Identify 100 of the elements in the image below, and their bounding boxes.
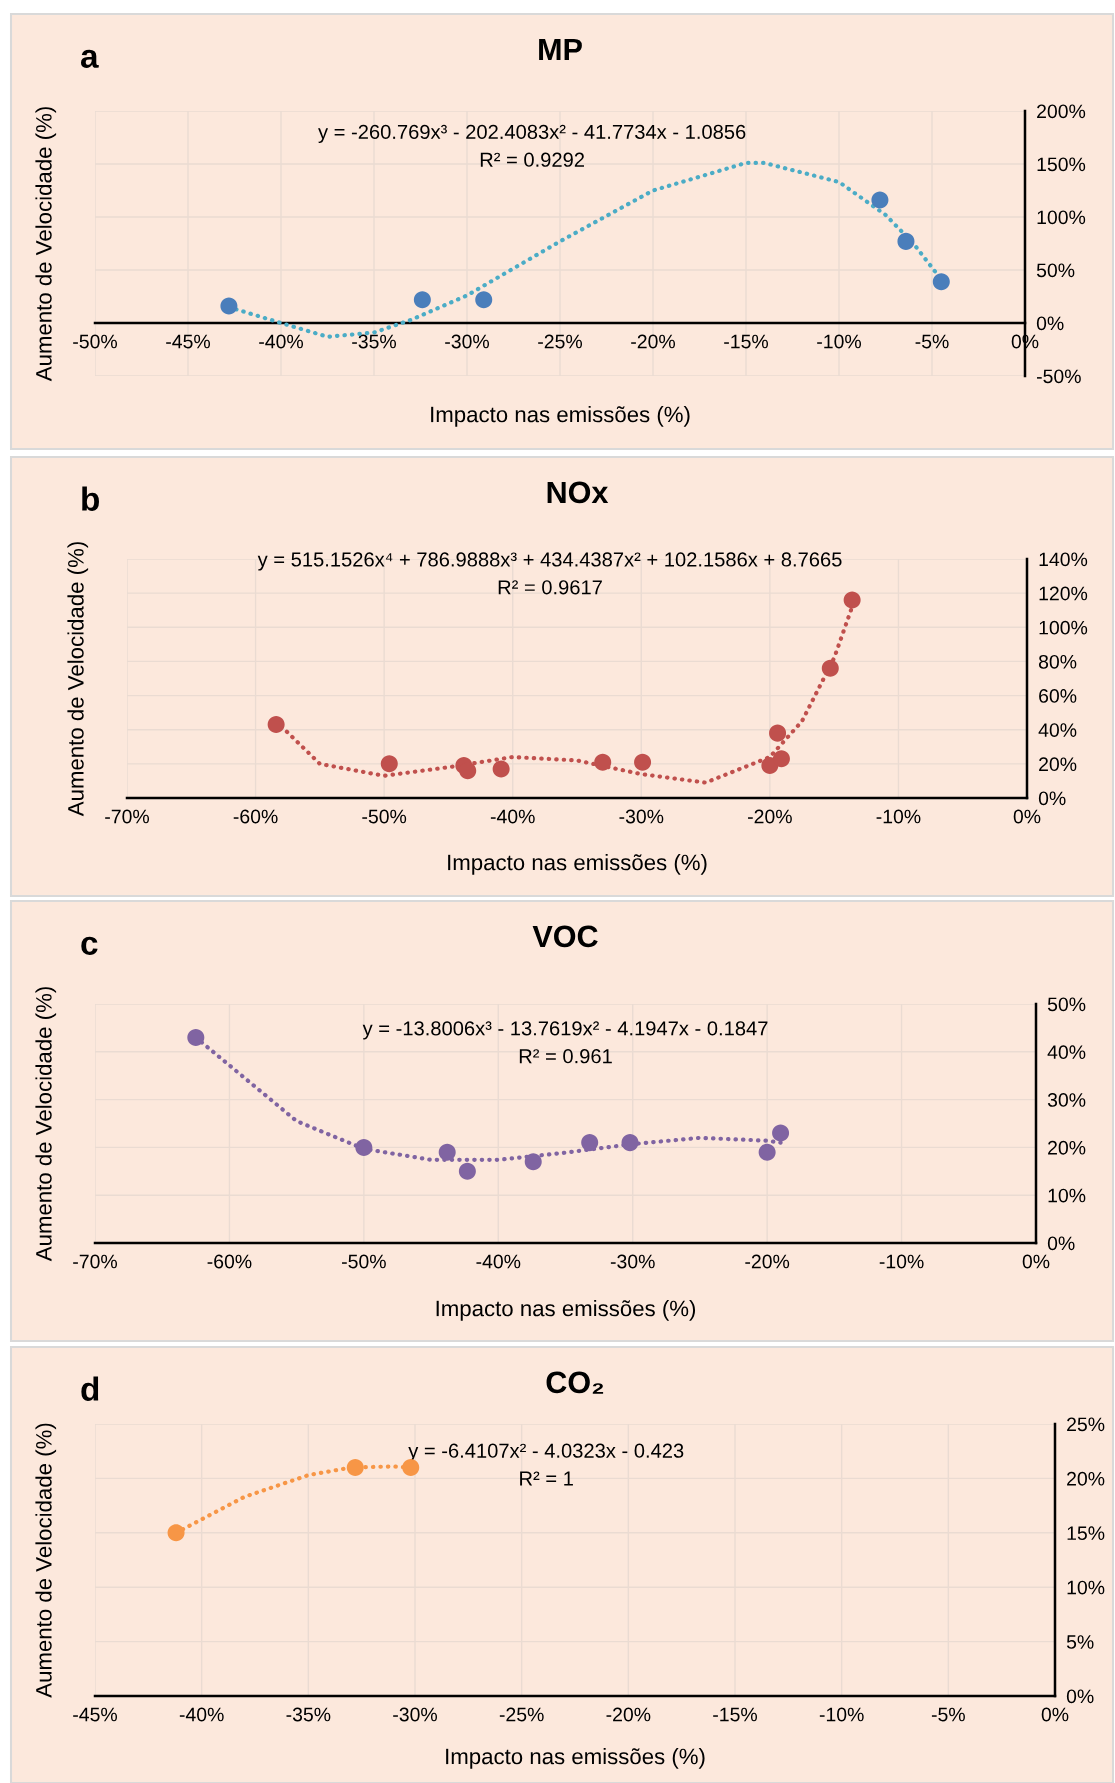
- annotation: y = -13.8006x³ - 13.7619x² - 4.1947x - 0.1847: [362, 1021, 768, 1040]
- point: [438, 1143, 456, 1161]
- y-tick-label: 0%: [1038, 791, 1066, 806]
- point: [621, 1134, 639, 1152]
- x-tick-label: -25%: [538, 334, 583, 349]
- x-tick-label: -50%: [362, 809, 407, 824]
- y-tick-label: 10%: [1067, 1580, 1105, 1595]
- point: [769, 724, 787, 742]
- y-tick-label: 50%: [1036, 263, 1075, 278]
- point: [187, 1028, 205, 1046]
- annotation: R² = 0.961: [519, 1049, 612, 1064]
- x-tick-label: -10%: [817, 334, 862, 349]
- x-tick-label: -15%: [713, 1707, 758, 1722]
- text: c: [81, 936, 98, 955]
- x-tick-label: -60%: [207, 1254, 252, 1269]
- point: [459, 762, 477, 780]
- x-tick-label: -70%: [105, 809, 150, 824]
- x-tick-label: -40%: [179, 1707, 224, 1722]
- x-tick-label: -40%: [476, 1254, 521, 1269]
- y-tick-label: 20%: [1039, 757, 1077, 772]
- chart-title: CO₂: [546, 1371, 604, 1394]
- x-tick-label: -20%: [748, 809, 792, 824]
- x-tick-label: -60%: [233, 809, 278, 824]
- point: [220, 297, 238, 315]
- x-tick-label: -40%: [490, 809, 535, 824]
- x-tick-label: -30%: [445, 334, 490, 349]
- y-tick-label: 0%: [1047, 1236, 1075, 1251]
- y-tick-label: 25%: [1067, 1417, 1105, 1432]
- point: [475, 291, 493, 309]
- point: [267, 716, 285, 734]
- x-tick-label: -10%: [879, 1254, 924, 1269]
- x-tick-label: -10%: [819, 1707, 864, 1722]
- x-tick-label: 0%: [1022, 1254, 1050, 1269]
- y-tick-label: -50%: [1036, 369, 1081, 384]
- point: [492, 760, 510, 778]
- point: [772, 750, 790, 768]
- x-tick-label: -10%: [876, 809, 921, 824]
- x-tick-label: -50%: [73, 334, 118, 349]
- y-tick-label: 15%: [1067, 1526, 1105, 1541]
- point: [821, 659, 839, 677]
- y-tick-label: 60%: [1039, 689, 1077, 703]
- point: [634, 753, 652, 771]
- y-tick-label: 20%: [1048, 1140, 1086, 1155]
- y-axis-title: Aumento de Velocidade (%): [35, 987, 57, 1262]
- point: [524, 1153, 542, 1171]
- y-tick-label: 5%: [1066, 1635, 1094, 1649]
- y-tick-label: 0%: [1066, 1689, 1094, 1704]
- y-tick-label: 80%: [1038, 654, 1077, 669]
- y-axis-title: Aumento de Velocidade (%): [35, 1423, 57, 1698]
- y-tick-label: 150%: [1037, 157, 1086, 172]
- point: [413, 291, 431, 309]
- y-tick-label: 10%: [1048, 1188, 1086, 1203]
- x-tick-label: -5%: [931, 1707, 965, 1722]
- point: [581, 1134, 599, 1152]
- y-axis-title: Aumento de Velocidade (%): [67, 542, 89, 817]
- y-tick-label: 20%: [1067, 1471, 1105, 1486]
- x-tick-label: -20%: [745, 1254, 790, 1269]
- point: [758, 1143, 776, 1161]
- y-tick-label: 140%: [1039, 552, 1088, 567]
- x-tick-label: -20%: [631, 334, 676, 349]
- y-tick-label: 200%: [1037, 104, 1086, 119]
- x-tick-label: -30%: [610, 1254, 655, 1269]
- x-tick-label: -45%: [166, 334, 211, 349]
- text: d: [81, 1376, 99, 1401]
- x-tick-label: -5%: [915, 334, 949, 349]
- x-tick-label: -45%: [73, 1707, 118, 1722]
- x-axis-title: Impacto nas emissões (%): [431, 406, 690, 427]
- text: a: [80, 49, 99, 68]
- annotation: R² = 0.9292: [480, 152, 584, 167]
- x-axis-title: Impacto nas emissões (%): [446, 1748, 705, 1769]
- x-tick-label: -30%: [619, 809, 664, 824]
- x-tick-label: -15%: [724, 334, 769, 349]
- point: [871, 191, 889, 209]
- y-tick-label: 0%: [1036, 316, 1064, 331]
- point: [355, 1138, 373, 1156]
- chart-title: MP: [539, 38, 582, 60]
- point: [843, 591, 861, 609]
- y-axis-title: Aumento de Velocidade (%): [35, 107, 57, 382]
- x-tick-label: 0%: [1013, 809, 1041, 824]
- point: [772, 1124, 790, 1142]
- point: [380, 755, 398, 773]
- x-tick-label: -30%: [393, 1707, 438, 1722]
- x-axis-title: Impacto nas emissões (%): [448, 854, 707, 875]
- x-tick-label: -20%: [606, 1707, 651, 1722]
- chart-title: NOx: [547, 481, 609, 504]
- point: [594, 753, 612, 771]
- annotation: R² = 1: [520, 1471, 573, 1486]
- point: [897, 232, 915, 250]
- text: b: [82, 486, 99, 511]
- x-tick-label: -35%: [286, 1707, 331, 1722]
- y-tick-label: 40%: [1047, 1045, 1086, 1060]
- point: [932, 273, 950, 291]
- y-tick-label: 100%: [1039, 620, 1088, 635]
- y-tick-label: 120%: [1039, 586, 1088, 601]
- x-tick-label: -35%: [352, 334, 397, 349]
- annotation: R² = 0.9617: [498, 580, 602, 595]
- y-tick-label: 100%: [1037, 210, 1086, 225]
- y-tick-label: 50%: [1047, 997, 1086, 1012]
- annotation: y = 515.1526x⁴ + 786.9888x³ + 434.4387x² + 102.1586x + 8.7665: [257, 552, 842, 571]
- y-tick-label: 40%: [1038, 723, 1077, 737]
